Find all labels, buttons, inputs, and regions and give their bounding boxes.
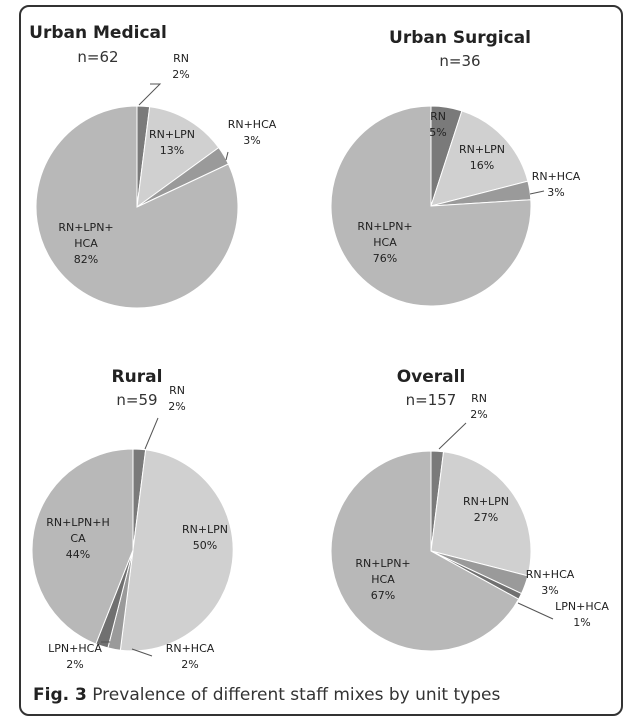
slice-label-line: RN [173, 52, 189, 65]
slice-label-line: HCA [74, 237, 98, 250]
caption-label: Fig. 3 [33, 685, 87, 705]
slice-label: RN+LPN+ HCA 76% [357, 220, 412, 265]
leader-line [438, 422, 467, 450]
slice-label-line: LPN+HCA [48, 642, 102, 655]
slice-label: RN+HCA 3% [532, 170, 581, 199]
pie-slice [35, 105, 239, 309]
pie-slice [430, 110, 529, 207]
slice-label-line: 3% [243, 134, 260, 147]
slice-label-line: 2% [66, 658, 83, 671]
slice-label-line: RN [430, 110, 446, 123]
slice-label: RN+HCA 2% [166, 642, 215, 671]
slice-label-line: 1% [573, 616, 590, 629]
slice-label-line: RN+LPN [182, 523, 228, 536]
slice-label: RN+LPN 13% [149, 128, 195, 157]
slice-label-line: 3% [541, 584, 558, 597]
pie-slice [119, 449, 234, 652]
leader-line [131, 648, 153, 657]
slice-label-line: 2% [172, 68, 189, 81]
slice-label-line: 67% [371, 589, 395, 602]
slice-label-line: HCA [373, 236, 397, 249]
slice-label-line: RN+HCA [166, 642, 215, 655]
slice-label-line: 2% [168, 400, 185, 413]
slice-label: RN+LPN+ HCA 82% [58, 221, 113, 266]
slice-label-line: LPN+HCA [555, 600, 609, 613]
chart-subtitle: n=36 [439, 52, 480, 70]
slice-label-line: 16% [470, 159, 494, 172]
slice-label: RN+LPN 16% [459, 143, 505, 172]
pie-slice [31, 448, 134, 645]
slice-label-line: RN+LPN+ [355, 557, 410, 570]
pie-slice [330, 105, 532, 307]
chart-subtitle: n=157 [406, 391, 457, 409]
slice-label: RN+LPN+ HCA 67% [355, 557, 410, 602]
chart-title: Overall [397, 367, 466, 387]
slice-label-line: RN [169, 384, 185, 397]
slice-label-line: 2% [181, 658, 198, 671]
slice-label-line: 13% [160, 144, 184, 157]
slice-label-line: 3% [547, 186, 564, 199]
leader-line [144, 417, 159, 450]
leader-line [225, 151, 229, 161]
slice-label-line: 50% [193, 539, 217, 552]
slice-label-line: RN+LPN [459, 143, 505, 156]
slice-label: RN 2% [172, 52, 189, 81]
slice-label-line: 27% [474, 511, 498, 524]
slice-label-line: 76% [373, 252, 397, 265]
pie-chart-4: Overall n=157 RN 2% RN+LPN 27% RN+HCA 3% LPN+HCA… [330, 367, 609, 652]
chart-title: Rural [112, 367, 163, 387]
slice-label-line: RN+LPN+ [58, 221, 113, 234]
slice-label: RN+HCA 3% [526, 568, 575, 597]
slice-label-line: RN+LPN+ [357, 220, 412, 233]
pie-slice [330, 450, 520, 652]
slice-label: RN+LPN+H CA 44% [46, 516, 110, 561]
slice-label: RN+LPN 27% [463, 495, 509, 524]
slice-label-line: 2% [470, 408, 487, 421]
slice-label-line: RN [471, 392, 487, 405]
leader-line [517, 602, 554, 620]
slice-label: RN 2% [168, 384, 185, 413]
caption-text: Prevalence of different staff mixes by u… [92, 685, 501, 705]
slice-label-line: RN+HCA [526, 568, 575, 581]
slice-label-line: RN+LPN+H [46, 516, 110, 529]
figure-caption: Fig. 3 Prevalence of different staff mix… [33, 685, 500, 705]
slice-label-line: RN+LPN [149, 128, 195, 141]
slice-label-line: CA [70, 532, 86, 545]
pie-slice [430, 451, 532, 577]
chart-title: Urban Medical [29, 23, 167, 43]
slice-label-line: 82% [74, 253, 98, 266]
slice-label-line: 5% [429, 126, 446, 139]
chart-subtitle: n=59 [116, 391, 157, 409]
leader-line [138, 83, 162, 106]
slice-label-line: RN+LPN [463, 495, 509, 508]
slice-label-line: HCA [371, 573, 395, 586]
slice-label: LPN+HCA 1% [555, 600, 609, 629]
leader-line [529, 190, 545, 195]
slice-label-line: 44% [66, 548, 90, 561]
slice-label: LPN+HCA 2% [48, 642, 102, 671]
slice-label: RN+LPN 50% [182, 523, 228, 552]
slice-label-line: RN+HCA [532, 170, 581, 183]
slice-label-line: RN+HCA [228, 118, 277, 131]
slice-label: RN 5% [429, 110, 446, 139]
slice-label: RN 2% [470, 392, 487, 421]
chart-subtitle: n=62 [77, 48, 118, 66]
slice-label: RN+HCA 3% [228, 118, 277, 147]
pie-slice [136, 106, 220, 209]
chart-title: Urban Surgical [389, 28, 531, 48]
